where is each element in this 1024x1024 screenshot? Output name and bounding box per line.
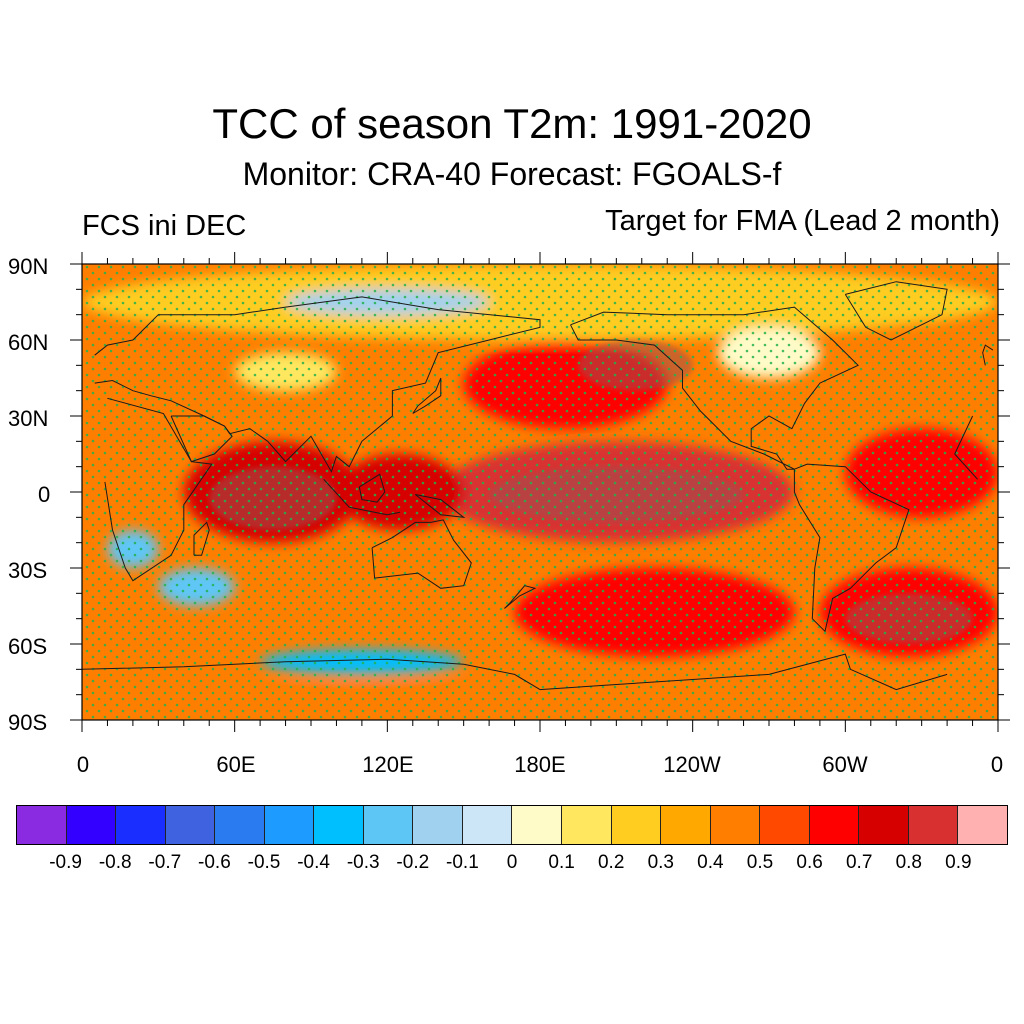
- coastline-segment: [570, 306, 859, 470]
- coastline-segment: [323, 478, 401, 516]
- colorbar-box: [859, 806, 909, 844]
- lat-label-90s: 90S: [8, 710, 48, 735]
- colorbar-box: [809, 806, 860, 844]
- colorbar-box: [908, 806, 959, 844]
- coastline-segment: [104, 397, 213, 582]
- coastline-segment: [982, 344, 994, 366]
- colorbar-box: [710, 806, 761, 844]
- colorbar-label: -0.6: [198, 852, 231, 873]
- colorbar-label: -0.5: [247, 852, 281, 873]
- colorbar-label: -0.7: [148, 852, 182, 873]
- colorbar-box: [760, 806, 810, 844]
- colorbar-box: [413, 806, 463, 844]
- colorbar-label: -0.1: [446, 852, 479, 873]
- colorbar-box: [17, 806, 67, 844]
- lat-label-60s: 60S: [8, 634, 48, 659]
- colorbar-label: 0.4: [697, 852, 724, 873]
- colorbar-label: 0.3: [647, 852, 675, 873]
- coastline-segment: [193, 521, 210, 556]
- coastline-segment: [954, 415, 974, 455]
- lon-label-0-end: 0: [990, 752, 1004, 777]
- plot-subtitle: Monitor: CRA-40 Forecast: FGOALS-f: [242, 156, 782, 192]
- coastline-segment: [954, 453, 978, 480]
- colorbar-label: 0.5: [746, 852, 774, 873]
- colorbar-label: 0.6: [796, 852, 823, 873]
- coastlines: [82, 281, 994, 691]
- colorbar-box: [562, 806, 612, 844]
- tcc-field: [82, 264, 998, 720]
- colorbar-box: [314, 806, 364, 844]
- colorbar-box: [165, 806, 216, 844]
- init-label: FCS ini DEC: [82, 210, 247, 242]
- colorbar-label: 0.9: [945, 852, 972, 873]
- coastline-segment: [793, 463, 910, 633]
- coastline-segment: [414, 494, 466, 518]
- colorbar-box: [661, 806, 711, 844]
- colorbar-box: [363, 806, 414, 844]
- lat-label-30s: 30S: [8, 558, 48, 583]
- colorbar: [16, 805, 1008, 845]
- lat-label-90n: 90N: [8, 254, 49, 279]
- lon-label-120w: 120W: [663, 752, 721, 777]
- colorbar-label: 0.7: [845, 852, 873, 873]
- lon-label-60w: 60W: [822, 752, 868, 777]
- colorbar-box: [116, 806, 166, 844]
- lat-label-60n: 60N: [8, 330, 49, 355]
- plot-title: TCC of season T2m: 1991-2020: [212, 100, 812, 147]
- lat-label-0: 0: [38, 482, 51, 507]
- colorbar-label: -0.3: [346, 852, 380, 873]
- colorbar-label: 0: [506, 852, 518, 873]
- colorbar-label: 0.8: [895, 852, 923, 873]
- coastline-segment: [82, 658, 541, 691]
- colorbar-label: 0.1: [548, 852, 575, 873]
- colorbar-box: [611, 806, 662, 844]
- coastline-segment: [170, 415, 233, 463]
- coastline-segment: [358, 473, 386, 503]
- target-label: Target for FMA (Lead 2 month): [605, 205, 1000, 237]
- lon-label-180e: 180E: [514, 752, 566, 777]
- axes: [70, 252, 1010, 732]
- colorbar-box: [66, 806, 117, 844]
- coastline-segment: [844, 281, 948, 341]
- coastline-segment: [539, 653, 948, 691]
- lon-label-0: 0: [76, 752, 90, 777]
- colorbar-label: -0.2: [396, 852, 430, 873]
- lat-label-30n: 30N: [8, 406, 49, 431]
- colorbar-label: 0.2: [597, 852, 625, 873]
- colorbar-box: [512, 806, 563, 844]
- colorbar-label: -0.8: [98, 852, 132, 873]
- colorbar-box: [264, 806, 315, 844]
- coastline-segment: [504, 585, 537, 609]
- coastline-segment: [412, 377, 442, 414]
- colorbar-label: -0.9: [49, 852, 82, 873]
- lon-label-60e: 60E: [216, 752, 256, 777]
- significance-stippling: [82, 264, 998, 720]
- colorbar-label: -0.4: [297, 852, 330, 873]
- colorbar-box: [215, 806, 265, 844]
- coastline-segment: [371, 519, 472, 589]
- colorbar-box: [958, 806, 1007, 844]
- colorbar-box: [462, 806, 513, 844]
- lon-label-120e: 120E: [362, 752, 414, 777]
